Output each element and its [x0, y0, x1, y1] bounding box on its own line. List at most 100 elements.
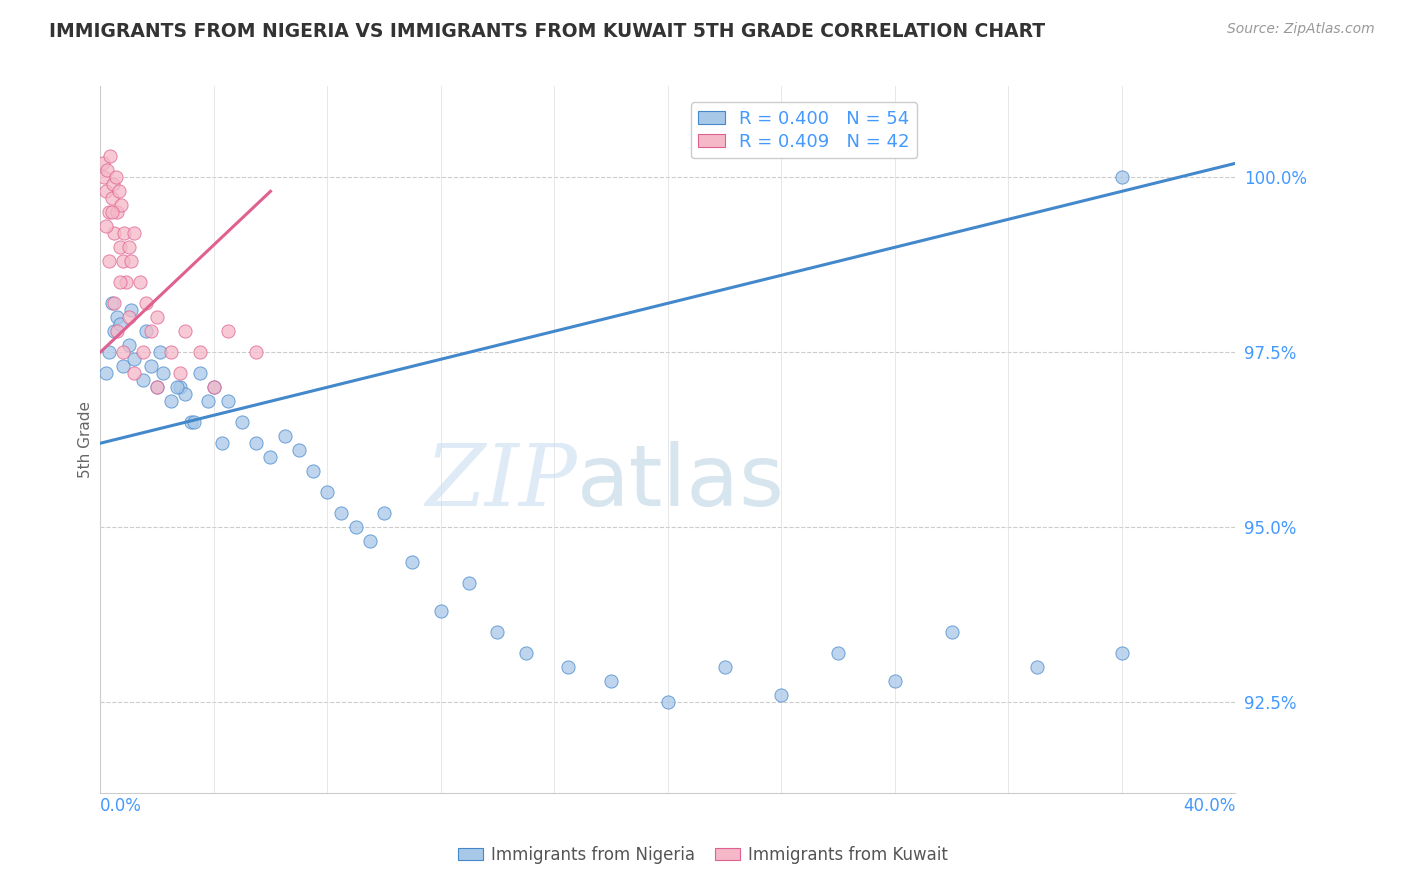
Point	[188, 345, 211, 359]
Point	[245, 436, 267, 450]
Point	[122, 227, 145, 241]
Point	[1025, 660, 1047, 674]
Point	[105, 310, 128, 325]
Point	[288, 443, 311, 458]
Point	[97, 254, 120, 268]
Point	[107, 184, 129, 198]
Point	[117, 338, 139, 352]
Point	[108, 240, 131, 254]
Text: atlas: atlas	[576, 441, 785, 524]
Point	[122, 366, 145, 380]
Point	[146, 310, 169, 325]
Point	[373, 506, 395, 520]
Point	[117, 240, 139, 254]
Point	[429, 604, 451, 618]
Point	[160, 394, 183, 409]
Legend: R = 0.400   N = 54, R = 0.409   N = 42: R = 0.400 N = 54, R = 0.409 N = 42	[690, 103, 917, 158]
Point	[883, 674, 905, 689]
Point	[188, 366, 211, 380]
Point	[111, 359, 134, 374]
Point	[180, 415, 202, 429]
Point	[486, 625, 509, 640]
Point	[827, 646, 849, 660]
Point	[112, 227, 135, 241]
Point	[98, 149, 121, 163]
Point	[105, 324, 128, 338]
Point	[100, 191, 122, 205]
Point	[152, 366, 174, 380]
Point	[110, 198, 132, 212]
Point	[160, 345, 183, 359]
Point	[101, 178, 124, 192]
Point	[114, 275, 136, 289]
Point	[217, 394, 239, 409]
Point	[515, 646, 537, 660]
Point	[316, 485, 339, 500]
Point	[169, 366, 191, 380]
Point	[129, 275, 152, 289]
Point	[169, 380, 191, 394]
Point	[141, 324, 163, 338]
Y-axis label: 5th Grade: 5th Grade	[79, 401, 93, 478]
Point	[100, 205, 122, 219]
Point	[111, 345, 134, 359]
Point	[108, 275, 131, 289]
Text: Source: ZipAtlas.com: Source: ZipAtlas.com	[1227, 22, 1375, 37]
Point	[108, 318, 131, 332]
Point	[103, 324, 125, 338]
Point	[141, 359, 163, 374]
Point	[273, 429, 295, 443]
Point	[91, 156, 114, 170]
Point	[713, 660, 735, 674]
Point	[94, 184, 117, 198]
Text: ZIP: ZIP	[425, 441, 576, 524]
Point	[94, 219, 117, 234]
Point	[401, 555, 423, 569]
Point	[149, 345, 172, 359]
Point	[111, 254, 134, 268]
Point	[174, 387, 197, 401]
Point	[458, 576, 481, 591]
Point	[146, 380, 169, 394]
Text: 40.0%: 40.0%	[1182, 797, 1236, 814]
Point	[657, 695, 679, 709]
Point	[122, 352, 145, 367]
Point	[97, 205, 120, 219]
Point	[132, 373, 155, 387]
Point	[245, 345, 267, 359]
Point	[166, 380, 188, 394]
Legend: Immigrants from Nigeria, Immigrants from Kuwait: Immigrants from Nigeria, Immigrants from…	[451, 839, 955, 871]
Point	[1111, 646, 1133, 660]
Point	[146, 380, 169, 394]
Point	[135, 324, 157, 338]
Point	[96, 163, 118, 178]
Point	[197, 394, 219, 409]
Point	[1111, 170, 1133, 185]
Point	[100, 296, 122, 310]
Point	[135, 296, 157, 310]
Point	[183, 415, 205, 429]
Point	[94, 366, 117, 380]
Point	[117, 310, 139, 325]
Point	[259, 450, 281, 465]
Point	[344, 520, 367, 534]
Point	[202, 380, 225, 394]
Point	[211, 436, 233, 450]
Point	[302, 464, 325, 478]
Text: 0.0%: 0.0%	[100, 797, 142, 814]
Point	[132, 345, 155, 359]
Point	[103, 227, 125, 241]
Point	[202, 380, 225, 394]
Point	[231, 415, 253, 429]
Point	[103, 296, 125, 310]
Point	[120, 254, 142, 268]
Point	[600, 674, 623, 689]
Point	[104, 170, 127, 185]
Point	[217, 324, 239, 338]
Point	[97, 345, 120, 359]
Point	[557, 660, 579, 674]
Point	[93, 170, 115, 185]
Point	[770, 688, 793, 702]
Point	[174, 324, 197, 338]
Text: IMMIGRANTS FROM NIGERIA VS IMMIGRANTS FROM KUWAIT 5TH GRADE CORRELATION CHART: IMMIGRANTS FROM NIGERIA VS IMMIGRANTS FR…	[49, 22, 1045, 41]
